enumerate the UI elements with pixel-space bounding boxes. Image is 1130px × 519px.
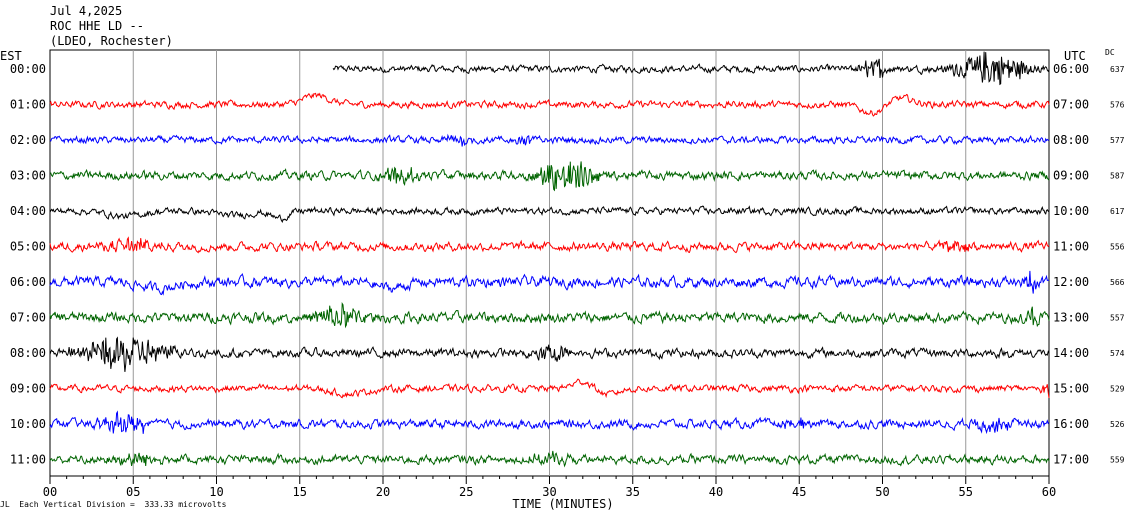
x-tick-label: 00 <box>43 485 57 499</box>
trace-0100 <box>49 92 1050 117</box>
utc-hour-label: 12:00 <box>1053 275 1089 289</box>
x-tick-label: 50 <box>875 485 889 499</box>
dc-offset-label: 574 <box>1110 349 1125 358</box>
utc-hour-label: 07:00 <box>1053 98 1089 112</box>
x-tick-label: 05 <box>126 485 140 499</box>
x-tick-label: 40 <box>709 485 723 499</box>
utc-hour-label: 17:00 <box>1053 453 1089 467</box>
scale-note: JL Each Vertical Division = 333.33 micro… <box>0 500 226 509</box>
utc-hour-label: 14:00 <box>1053 346 1089 360</box>
est-hour-label: 05:00 <box>10 240 46 254</box>
x-axis-title: TIME (MINUTES) <box>512 497 613 511</box>
corner-mark: JL <box>0 500 10 509</box>
trace-0200 <box>49 133 1050 147</box>
utc-hour-label: 09:00 <box>1053 169 1089 183</box>
utc-hour-label: 06:00 <box>1053 62 1089 76</box>
dc-offset-label: 617 <box>1110 207 1125 216</box>
trace-0700 <box>49 302 1050 329</box>
x-tick-label: 25 <box>459 485 473 499</box>
dc-offset-label: 577 <box>1110 136 1125 145</box>
date-label: Jul 4,2025 <box>50 4 123 18</box>
x-tick-label: 30 <box>542 485 556 499</box>
x-tick-label: 10 <box>209 485 223 499</box>
dc-offset-label: 529 <box>1110 385 1125 394</box>
est-hour-label: 09:00 <box>10 382 46 396</box>
trace-0900 <box>49 378 1050 399</box>
labels-layer: 00 05 10 15 20 25 30 35 40 45 50 55 60 00:00 06:00 637 0… <box>10 62 1125 499</box>
x-tick-label: 60 <box>1042 485 1056 499</box>
est-hour-label: 10:00 <box>10 417 46 431</box>
est-axis-title: EST <box>0 49 22 63</box>
est-hour-label: 11:00 <box>10 453 46 467</box>
dc-offset-label: 566 <box>1110 278 1125 287</box>
dc-offset-label: 556 <box>1110 243 1125 252</box>
trace-0500 <box>49 236 1050 254</box>
trace-0800 <box>49 336 1050 372</box>
dc-offset-label: 576 <box>1110 101 1125 110</box>
utc-axis-title: UTC <box>1064 49 1086 63</box>
dc-offset-label: 637 <box>1110 65 1125 74</box>
est-hour-label: 04:00 <box>10 204 46 218</box>
trace-1000 <box>49 410 1050 435</box>
est-hour-label: 02:00 <box>10 133 46 147</box>
est-hour-label: 08:00 <box>10 346 46 360</box>
grid-layer <box>49 49 1050 484</box>
trace-0000 <box>332 51 1050 86</box>
station-label: ROC HHE LD -- <box>50 19 144 33</box>
dc-offset-label: 526 <box>1110 420 1125 429</box>
x-tick-label: 20 <box>376 485 390 499</box>
trace-1100 <box>49 450 1050 468</box>
est-hour-label: 03:00 <box>10 169 46 183</box>
x-tick-label: 45 <box>792 485 806 499</box>
trace-0300 <box>49 161 1050 192</box>
utc-hour-label: 13:00 <box>1053 311 1089 325</box>
est-hour-label: 06:00 <box>10 275 46 289</box>
est-hour-label: 00:00 <box>10 62 46 76</box>
dc-offset-label: 587 <box>1110 172 1125 181</box>
x-tick-label: 35 <box>626 485 640 499</box>
est-hour-label: 07:00 <box>10 311 46 325</box>
dc-offset-label: 557 <box>1110 314 1125 323</box>
scale-note-text: Each Vertical Division = 333.33 microvol… <box>19 500 227 509</box>
est-hour-label: 01:00 <box>10 98 46 112</box>
utc-hour-label: 08:00 <box>1053 133 1089 147</box>
utc-hour-label: 11:00 <box>1053 240 1089 254</box>
utc-hour-label: 15:00 <box>1053 382 1089 396</box>
trace-0400 <box>49 205 1050 223</box>
network-label: (LDEO, Rochester) <box>50 34 173 48</box>
dc-axis-title: DC <box>1105 48 1115 57</box>
utc-hour-label: 10:00 <box>1053 204 1089 218</box>
x-tick-label: 55 <box>959 485 973 499</box>
utc-hour-label: 16:00 <box>1053 417 1089 431</box>
x-tick-label: 15 <box>293 485 307 499</box>
trace-0600 <box>49 270 1050 296</box>
traces-layer <box>49 51 1050 468</box>
dc-offset-label: 559 <box>1110 456 1125 465</box>
